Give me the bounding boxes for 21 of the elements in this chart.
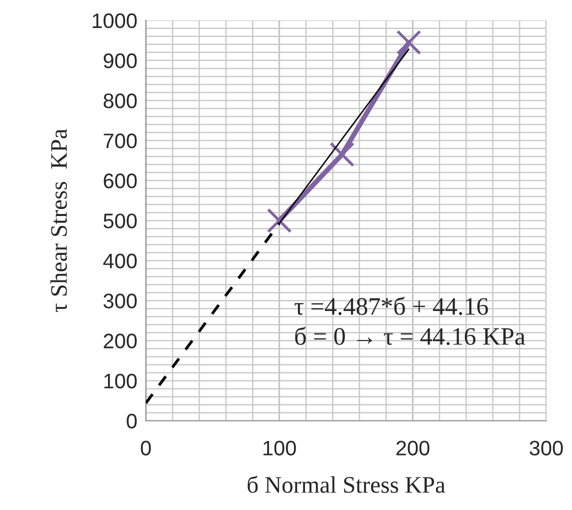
x-tick-label: 100	[264, 440, 296, 456]
y-tick-label: 900	[104, 53, 137, 68]
y-tick-label: 300	[104, 294, 137, 308]
y-tick-label: 0	[126, 414, 137, 429]
x-tick-label: 300	[530, 440, 563, 456]
y-tick-label: 700	[104, 134, 137, 148]
y-tick-label: 200	[104, 334, 137, 348]
x-tick-label: 0	[140, 440, 151, 456]
point	[396, 30, 422, 55]
y-axis-title: τ Shear Stress KPa	[50, 128, 67, 312]
x-axis-title: б Normal Stress KPa	[248, 476, 446, 493]
y-tick-label: 500	[104, 214, 137, 228]
y-tick-label: 600	[104, 174, 137, 188]
x-tick-label: 200	[396, 440, 430, 456]
annotation: τ =4.487*б + 44.16	[294, 296, 488, 316]
y-tick-label: 100	[104, 374, 137, 388]
y-tick-label: 1000	[92, 13, 137, 28]
annotation: б = 0 → τ = 44.16 KPa	[295, 326, 526, 346]
y-tick-label: 400	[103, 254, 137, 268]
y-tick-label: 800	[104, 93, 137, 108]
point	[330, 142, 355, 168]
